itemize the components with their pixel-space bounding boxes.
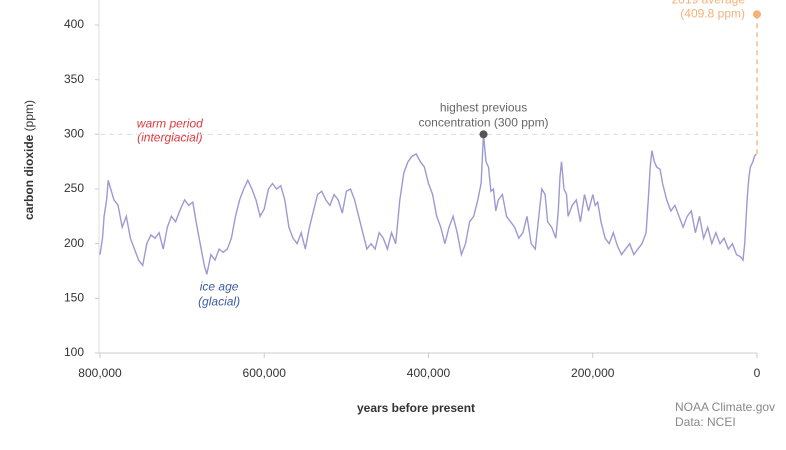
annotation: concentration (300 ppm) [418, 116, 548, 130]
x-tick-label: 0 [754, 366, 761, 380]
y-tick-label: 150 [64, 291, 84, 305]
annotation-point [753, 10, 761, 19]
y-axis-title: carbon dioxide (ppm) [22, 100, 36, 220]
y-tick-label: 400 [64, 17, 84, 31]
y-tick-label: 350 [64, 72, 84, 86]
annotation: warm period [137, 117, 203, 131]
annotation: highest previous [440, 101, 527, 115]
x-tick-label: 600,000 [243, 366, 287, 380]
y-label-units: (ppm) [22, 100, 36, 131]
annotation: (409.8 ppm) [680, 6, 745, 20]
x-axis-title: years before present [357, 401, 475, 415]
source: NOAA Climate.gov [675, 400, 775, 414]
annotation: 2019 average [672, 0, 746, 6]
x-tick-label: 200,000 [571, 366, 615, 380]
data-line [99, 134, 757, 275]
annotation: (interglacial) [137, 131, 202, 145]
annotation-point [479, 130, 488, 139]
y-tick-label: 200 [64, 236, 84, 250]
y-tick-label: 250 [64, 181, 84, 195]
y-label: carbon dioxide [22, 134, 36, 220]
x-tick-label: 400,000 [407, 366, 451, 380]
annotation: (glacial) [198, 295, 240, 309]
y-tick-label: 300 [64, 127, 84, 141]
x-tick-label: 800,000 [78, 366, 122, 380]
annotation: ice age [200, 280, 239, 294]
y-tick-label: 100 [64, 345, 84, 359]
source: Data: NCEI [675, 415, 736, 429]
